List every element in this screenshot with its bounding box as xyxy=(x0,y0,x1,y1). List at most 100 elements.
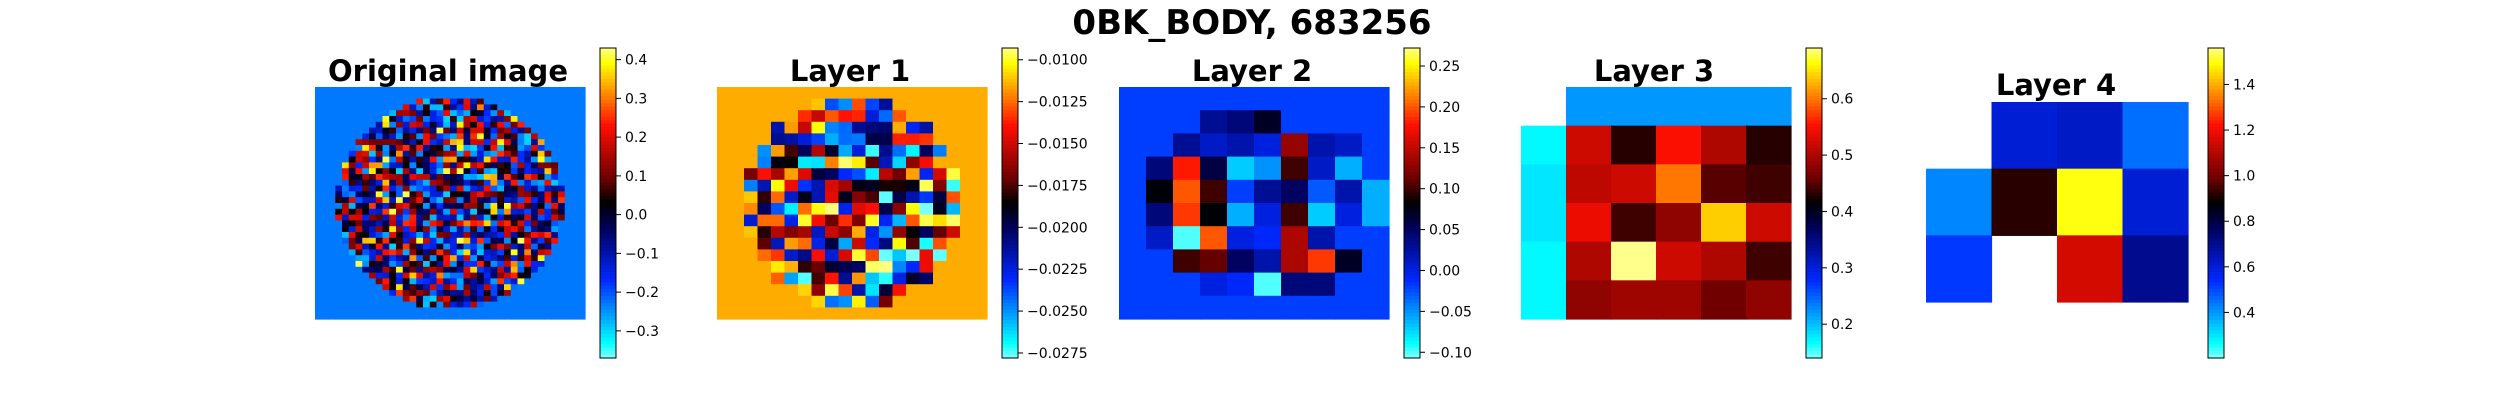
heatmap-cell xyxy=(571,150,579,158)
heatmap-cell xyxy=(362,150,370,158)
heatmap-cell xyxy=(2057,235,2124,303)
heatmap-cell xyxy=(348,203,357,210)
heatmap-cell xyxy=(1281,110,1309,134)
heatmap-cell xyxy=(960,214,975,227)
heatmap-cell xyxy=(852,145,867,158)
heatmap-cell xyxy=(892,168,907,181)
heatmap-cell xyxy=(443,307,451,314)
colorbar-segment xyxy=(600,216,616,221)
heatmap-cell xyxy=(771,261,786,274)
heatmap-cell xyxy=(504,290,512,297)
heatmap-cell xyxy=(784,87,799,100)
colorbar-segment xyxy=(1806,48,1822,53)
heatmap-cell xyxy=(537,168,546,175)
heatmap-cell xyxy=(355,284,363,291)
heatmap-cell xyxy=(369,266,377,274)
heatmap-cell xyxy=(1254,203,1282,227)
panel-original-image: Original image −0.3−0.2−0.10.00.10.20.30… xyxy=(315,47,659,359)
heatmap-cell xyxy=(551,174,559,181)
heatmap-cell xyxy=(564,232,573,239)
heatmap-cell xyxy=(416,313,424,320)
heatmap-cell xyxy=(571,191,579,198)
colorbar-segment xyxy=(1806,306,1822,311)
heatmap-cell xyxy=(382,116,390,123)
colorbar-segment xyxy=(600,306,616,311)
heatmap-cell xyxy=(348,290,357,297)
heatmap-cell xyxy=(470,145,478,152)
heatmap-cell xyxy=(389,121,397,129)
heatmap-cell xyxy=(564,197,573,204)
heatmap-cell xyxy=(382,174,390,181)
heatmap-cell xyxy=(355,197,363,204)
heatmap-cell xyxy=(456,150,465,158)
heatmap-cell xyxy=(744,307,759,320)
colorbar-segment xyxy=(600,72,616,77)
heatmap-cell xyxy=(811,284,826,297)
heatmap-cell xyxy=(315,290,323,297)
heatmap-cell xyxy=(456,255,465,262)
colorbar-segment xyxy=(1806,51,1822,56)
heatmap-cell xyxy=(369,98,377,105)
heatmap-cell xyxy=(798,110,813,123)
heatmap-cell xyxy=(348,104,357,111)
heatmap-cell xyxy=(443,110,451,117)
heatmap-cell xyxy=(463,168,471,175)
heatmap-cell xyxy=(564,272,573,279)
heatmap-cell xyxy=(348,121,357,129)
heatmap-cell xyxy=(1119,249,1147,274)
heatmap-cell xyxy=(517,237,525,245)
heatmap-cell xyxy=(443,301,451,308)
heatmap-cell xyxy=(477,313,485,320)
heatmap-cell xyxy=(375,185,384,192)
heatmap-cell xyxy=(537,179,546,187)
colorbar-segment xyxy=(1404,340,1420,345)
heatmap-cell xyxy=(402,162,411,169)
heatmap-cell xyxy=(919,226,934,239)
heatmap-cell xyxy=(456,214,465,221)
heatmap-cell xyxy=(315,127,323,134)
heatmap-cell xyxy=(564,110,573,117)
heatmap-cell xyxy=(477,116,485,123)
heatmap-cell xyxy=(321,197,330,204)
heatmap-cell xyxy=(362,290,370,297)
heatmap-cell xyxy=(544,162,552,169)
heatmap-cell xyxy=(396,243,404,250)
heatmap-cell xyxy=(1254,133,1282,158)
heatmap-cell xyxy=(551,121,559,129)
heatmap-cell xyxy=(517,226,525,233)
heatmap-cell xyxy=(396,249,404,256)
panel-layer-2: Layer 2 −0.10−0.050.000.050.100.150.200.… xyxy=(1119,47,1472,361)
heatmap-cell xyxy=(436,150,444,158)
colorbar-segment xyxy=(1404,147,1420,152)
heatmap-cell xyxy=(477,139,485,146)
heatmap-cell xyxy=(470,139,478,146)
heatmap-cell xyxy=(321,307,330,314)
colorbar-segment xyxy=(1002,182,1018,187)
colorbar-segment xyxy=(600,247,616,252)
heatmap-cell xyxy=(531,307,539,314)
colorbar-frame xyxy=(2207,47,2225,359)
heatmap-cell xyxy=(497,232,505,239)
heatmap-cell xyxy=(551,290,559,297)
colorbar-segment xyxy=(1806,299,1822,304)
heatmap-layer-4 xyxy=(1926,102,2189,303)
heatmap-cell xyxy=(483,278,492,285)
heatmap-layer-3 xyxy=(1521,87,1792,320)
heatmap-cell xyxy=(456,220,465,227)
heatmap-cell xyxy=(490,168,498,175)
heatmap-cell xyxy=(436,295,444,303)
colorbar-segment xyxy=(600,110,616,115)
heatmap-cell xyxy=(1701,280,1747,320)
heatmap-cell xyxy=(852,237,867,250)
heatmap-cell xyxy=(1173,272,1201,297)
heatmap-cell xyxy=(396,290,404,297)
heatmap-cell xyxy=(382,278,390,285)
heatmap-cell xyxy=(960,307,975,320)
colorbar-segment xyxy=(1806,154,1822,159)
heatmap-cell xyxy=(504,139,512,146)
heatmap-cell xyxy=(490,156,498,163)
heatmap-cell xyxy=(402,237,411,245)
heatmap-cell xyxy=(558,116,566,123)
heatmap-cell xyxy=(328,98,336,105)
heatmap-cell xyxy=(973,284,988,297)
